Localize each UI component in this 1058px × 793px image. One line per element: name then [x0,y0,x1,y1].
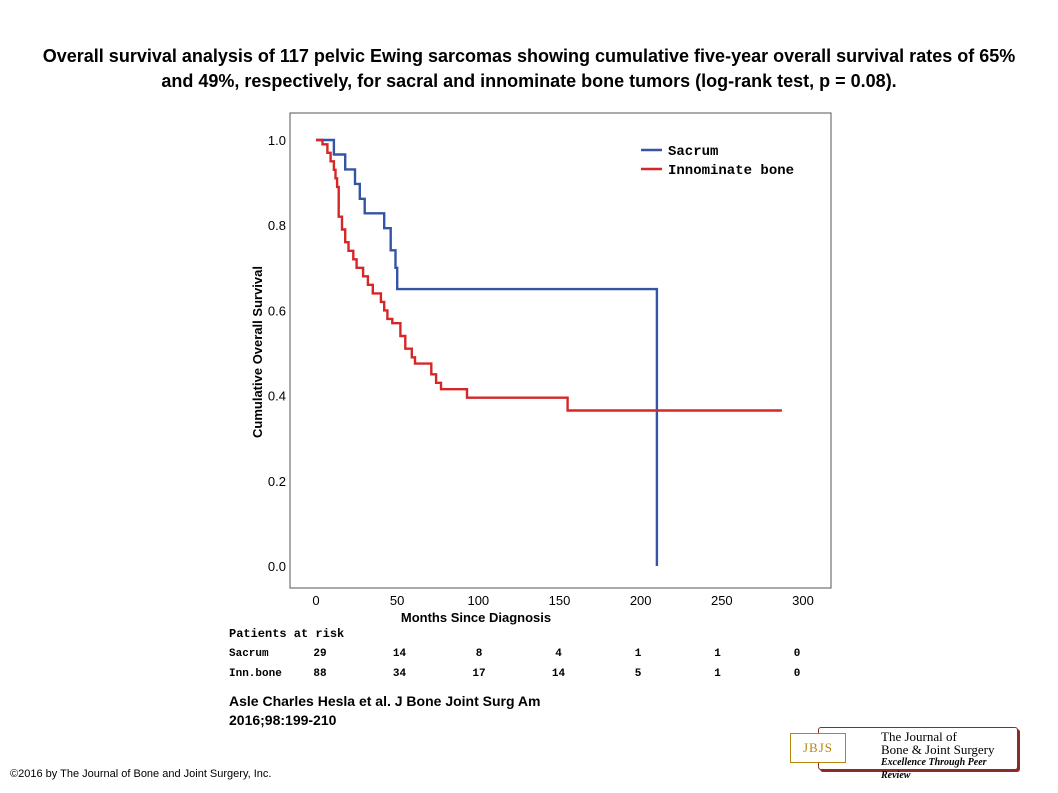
risk-table-cell: 1 [714,648,721,660]
risk-table-cell: 8 [476,648,483,660]
risk-table-cell: 0 [794,668,801,680]
x-tick-label: 300 [792,593,814,608]
logo-text: The Journal of Bone & Joint Surgery Exce… [881,730,1017,782]
x-tick-label: 100 [467,593,489,608]
risk-table-cell: 14 [393,648,407,660]
y-tick-label: 0.8 [268,218,286,233]
y-axis-title: Cumulative Overall Survival [250,266,265,438]
y-tick-label: 0.0 [268,559,286,574]
logo-frame: The Journal of Bone & Joint Surgery Exce… [818,727,1018,781]
x-tick-label: 250 [711,593,733,608]
journal-logo: The Journal of Bone & Joint Surgery Exce… [790,727,1018,781]
page-title: Overall survival analysis of 117 pelvic … [42,46,1016,91]
legend-label: Sacrum [668,144,718,160]
copyright-notice: ©2016 by The Journal of Bone and Joint S… [10,768,272,780]
x-tick-label: 150 [549,593,571,608]
risk-table-title: Patients at risk [229,627,344,641]
y-tick-label: 1.0 [268,133,286,148]
risk-table-row-label: Sacrum [229,648,269,660]
risk-table-row-label: Inn.bone [229,668,282,680]
series-line-innominate-bone [316,138,782,412]
risk-table-cell: 1 [714,668,721,680]
citation-line-1: Asle Charles Hesla et al. J Bone Joint S… [229,693,541,709]
risk-table-cell: 0 [794,648,801,660]
logo-line-2: Bone & Joint Surgery [881,742,995,757]
citation: Asle Charles Hesla et al. J Bone Joint S… [229,692,540,730]
risk-table-cell: 5 [635,668,642,680]
risk-table-cell: 88 [313,668,327,680]
jbjs-mark: JBJS [790,733,846,763]
citation-line-2: 2016;98:199-210 [229,712,337,728]
x-axis-title: Months Since Diagnosis [401,610,551,625]
series-line-sacrum [316,138,659,566]
y-tick-label: 0.6 [268,303,286,318]
plot-frame [289,112,832,589]
risk-table-cell: 34 [393,668,407,680]
logo-line-1: The Journal of [881,729,957,744]
risk-table-cell: 4 [555,648,562,660]
legend-label: Innominate bone [668,163,794,179]
risk-table-cell: 29 [313,648,326,660]
risk-table-cell: 17 [472,668,485,680]
logo-tagline: Excellence Through Peer Review [881,757,987,781]
y-tick-label: 0.4 [268,389,286,404]
y-tick-label: 0.2 [268,474,286,489]
x-tick-label: 200 [630,593,652,608]
risk-table-cell: 14 [552,668,566,680]
x-tick-label: 50 [390,593,404,608]
risk-table-cell: 1 [635,648,642,660]
x-tick-label: 0 [312,593,319,608]
